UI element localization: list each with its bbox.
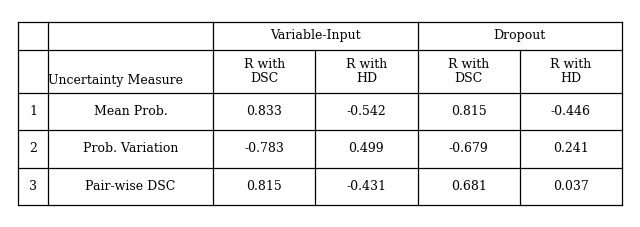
Text: Dropout: Dropout [493, 30, 546, 42]
Text: -0.783: -0.783 [244, 143, 284, 155]
Text: Mean Prob.: Mean Prob. [93, 105, 168, 118]
Text: R with
DSC: R with DSC [243, 57, 285, 86]
Text: 0.037: 0.037 [553, 180, 589, 193]
Text: 0.833: 0.833 [246, 105, 282, 118]
Text: -0.446: -0.446 [551, 105, 591, 118]
Text: 3: 3 [29, 180, 37, 193]
Text: 0.681: 0.681 [451, 180, 486, 193]
Text: Variable-Input: Variable-Input [270, 30, 360, 42]
Text: Pair-wise DSC: Pair-wise DSC [85, 180, 176, 193]
Text: R with
DSC: R with DSC [448, 57, 489, 86]
Text: R with
HD: R with HD [550, 57, 591, 86]
Text: 1: 1 [29, 105, 37, 118]
Text: 0.241: 0.241 [553, 143, 589, 155]
Text: 0.499: 0.499 [349, 143, 384, 155]
Text: R with
HD: R with HD [346, 57, 387, 86]
Text: Uncertainty Measure: Uncertainty Measure [48, 74, 183, 87]
Text: 0.815: 0.815 [451, 105, 486, 118]
Text: 0.815: 0.815 [246, 180, 282, 193]
Text: -0.679: -0.679 [449, 143, 488, 155]
Text: -0.542: -0.542 [346, 105, 387, 118]
Text: -0.431: -0.431 [346, 180, 387, 193]
Text: Prob. Variation: Prob. Variation [83, 143, 178, 155]
Text: 2: 2 [29, 143, 37, 155]
